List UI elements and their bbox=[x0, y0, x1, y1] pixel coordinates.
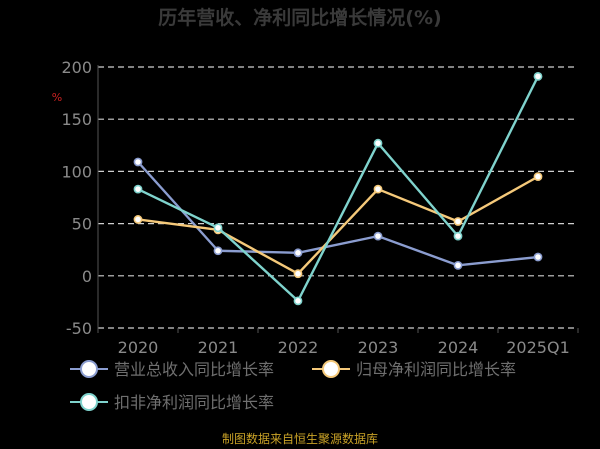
data-point bbox=[133, 215, 143, 224]
data-point bbox=[293, 248, 303, 258]
legend-item-3[interactable]: 扣非净利润同比增长率 bbox=[70, 393, 274, 412]
legend-label: 营业总收入同比增长率 bbox=[114, 360, 274, 379]
x-tick-label: 2025Q1 bbox=[506, 338, 570, 357]
data-point bbox=[373, 184, 383, 194]
series-line-3 bbox=[137, 75, 540, 303]
data-point bbox=[293, 269, 303, 279]
x-tick-label: 2023 bbox=[358, 338, 399, 357]
x-axis-ticks: 2020 2021 2022 2023 2024 2025Q1 bbox=[97, 328, 579, 357]
series-line-1 bbox=[137, 161, 539, 267]
data-point bbox=[373, 231, 383, 241]
y-tick-label: 150 bbox=[61, 110, 92, 129]
x-tick-label: 2021 bbox=[198, 338, 239, 357]
chart-title: 历年营收、净利同比增长情况(%) bbox=[158, 6, 441, 29]
data-point bbox=[133, 157, 143, 167]
y-tick-label: 100 bbox=[61, 162, 92, 181]
legend-label: 扣非净利润同比增长率 bbox=[114, 393, 274, 412]
x-tick-label: 2020 bbox=[118, 338, 159, 357]
x-tick-label: 2024 bbox=[438, 338, 479, 357]
x-tick-label: 2022 bbox=[278, 338, 319, 357]
series-group bbox=[133, 71, 543, 306]
data-point bbox=[453, 260, 463, 270]
data-point bbox=[293, 296, 303, 306]
legend-swatch-marker bbox=[80, 360, 98, 378]
legend-item-1[interactable]: 营业总收入同比增长率 bbox=[70, 360, 274, 379]
data-point bbox=[213, 223, 223, 233]
y-axis-ticks: -50 0 50 100 150 200 bbox=[61, 58, 92, 338]
data-source-note: 制图数据来自恒生聚源数据库 bbox=[222, 431, 378, 446]
data-point bbox=[453, 231, 463, 241]
y-tick-label: -50 bbox=[66, 319, 92, 338]
data-point bbox=[533, 71, 543, 81]
data-point bbox=[453, 217, 463, 226]
data-point bbox=[533, 172, 543, 182]
series-line-2 bbox=[137, 175, 539, 275]
legend-item-2[interactable]: 归母净利润同比增长率 bbox=[312, 360, 516, 379]
y-tick-label: 0 bbox=[82, 267, 92, 286]
legend-swatch-marker bbox=[322, 360, 340, 378]
data-point bbox=[133, 184, 143, 194]
legend-label: 归母净利润同比增长率 bbox=[356, 360, 516, 379]
y-tick-label: 200 bbox=[61, 58, 92, 77]
data-point bbox=[533, 252, 543, 262]
y-axis-unit: % bbox=[52, 91, 62, 104]
legend-swatch-marker bbox=[80, 393, 98, 411]
data-point bbox=[373, 138, 383, 148]
data-point bbox=[213, 246, 223, 256]
y-tick-label: 50 bbox=[72, 215, 92, 234]
